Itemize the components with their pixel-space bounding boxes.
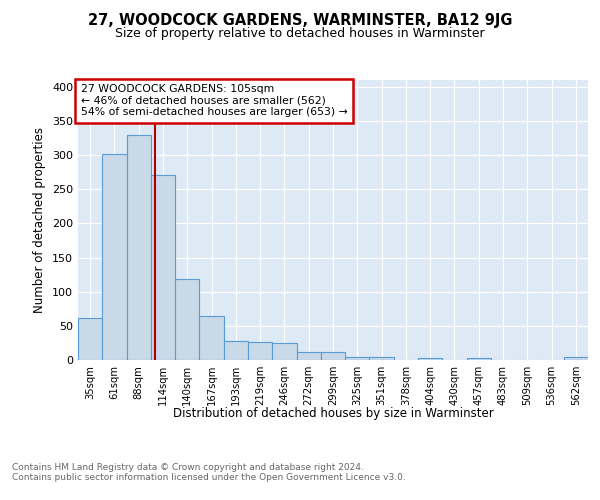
Bar	[345, 356, 370, 360]
Bar	[151, 175, 175, 360]
Bar	[467, 358, 491, 360]
Bar	[564, 358, 588, 360]
Bar	[272, 343, 296, 360]
Text: Distribution of detached houses by size in Warminster: Distribution of detached houses by size …	[173, 408, 493, 420]
Text: Contains HM Land Registry data © Crown copyright and database right 2024.
Contai: Contains HM Land Registry data © Crown c…	[12, 462, 406, 482]
Bar	[102, 154, 127, 360]
Bar	[78, 318, 102, 360]
Bar	[370, 358, 394, 360]
Bar	[248, 342, 272, 360]
Y-axis label: Number of detached properties: Number of detached properties	[34, 127, 46, 313]
Bar	[127, 134, 151, 360]
Bar	[296, 352, 321, 360]
Text: 27 WOODCOCK GARDENS: 105sqm
← 46% of detached houses are smaller (562)
54% of se: 27 WOODCOCK GARDENS: 105sqm ← 46% of det…	[80, 84, 347, 117]
Bar	[199, 316, 224, 360]
Bar	[418, 358, 442, 360]
Bar	[224, 341, 248, 360]
Text: 27, WOODCOCK GARDENS, WARMINSTER, BA12 9JG: 27, WOODCOCK GARDENS, WARMINSTER, BA12 9…	[88, 12, 512, 28]
Bar	[321, 352, 345, 360]
Bar	[175, 278, 199, 360]
Text: Size of property relative to detached houses in Warminster: Size of property relative to detached ho…	[115, 28, 485, 40]
